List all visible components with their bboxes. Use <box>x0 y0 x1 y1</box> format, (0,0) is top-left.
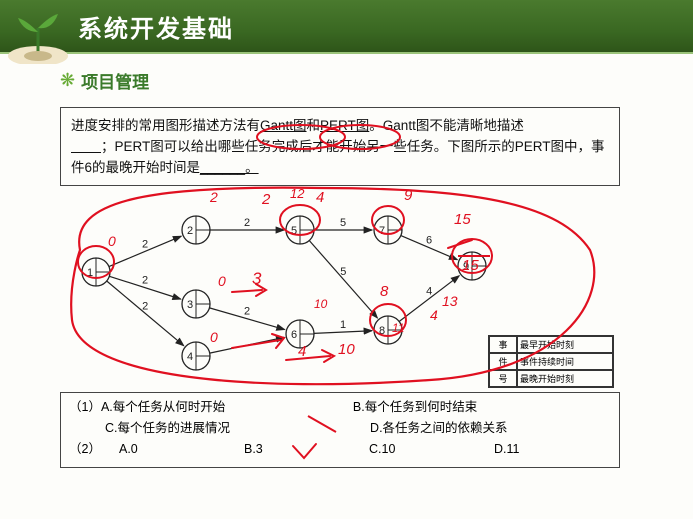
q-part-1: 进度安排的常用图形描述方法有 <box>71 118 260 133</box>
pert-diagram: 2 2 2 2 2 5 5 1 6 4 1 2 3 4 5 6 7 8 9 事 最早开始时刻 件 事件持续时间 号 … <box>60 192 620 392</box>
q-and: 和 <box>307 118 321 133</box>
svg-text:3: 3 <box>187 299 193 311</box>
q-blank1 <box>71 139 101 154</box>
svg-text:2: 2 <box>142 300 148 312</box>
svg-text:6: 6 <box>291 329 297 341</box>
options-q1-row1: （1）A.每个任务从何时开始 B.每个任务到何时结束 <box>69 397 611 418</box>
subtitle-row: ❋ 项目管理 <box>60 68 655 93</box>
opt2-d: D.11 <box>494 439 611 460</box>
svg-text:2: 2 <box>244 217 250 229</box>
slide-root: 系统开发基础 ❋ 项目管理 进度安排的常用图形描述方法有Gantt图和PERT图… <box>0 0 693 519</box>
svg-text:1: 1 <box>87 267 93 279</box>
svg-text:6: 6 <box>426 234 432 246</box>
svg-text:4: 4 <box>426 285 432 297</box>
legend-r1b: 最早开始时刻 <box>517 336 613 353</box>
q-gantt: Gantt图 <box>260 118 307 133</box>
legend-r1a: 事 <box>489 336 517 353</box>
q1-label: （1） <box>69 400 101 414</box>
svg-text:4: 4 <box>187 351 193 363</box>
opt-a: A.每个任务从何时开始 <box>101 400 225 414</box>
svg-text:9: 9 <box>463 261 469 273</box>
legend-r3a: 号 <box>489 370 517 387</box>
bullet-decoration: ❋ <box>60 70 75 91</box>
slide-title: 系统开发基础 <box>78 9 234 44</box>
opt-d: D.各任务之间的依赖关系 <box>370 418 611 439</box>
opt-b: B.每个任务到何时结束 <box>353 397 611 418</box>
legend-r3b: 最晚开始时刻 <box>517 370 613 387</box>
opt2-c: C.10 <box>369 439 486 460</box>
legend-box: 事 最早开始时刻 件 事件持续时间 号 最晚开始时刻 <box>488 335 614 388</box>
q-pert: PERT图 <box>320 118 369 133</box>
svg-text:5: 5 <box>340 266 346 278</box>
q2-label: （2） <box>69 439 111 460</box>
svg-text:2: 2 <box>244 305 250 317</box>
options-box: （1）A.每个任务从何时开始 B.每个任务到何时结束 C.每个任务的进展情况 D… <box>60 392 620 468</box>
options-q1-row2: C.每个任务的进展情况 D.各任务之间的依赖关系 <box>69 418 611 439</box>
svg-text:2: 2 <box>142 238 148 250</box>
svg-text:7: 7 <box>379 225 385 237</box>
section-subtitle: 项目管理 <box>81 68 149 93</box>
svg-text:2: 2 <box>187 225 193 237</box>
question-box: 进度安排的常用图形描述方法有Gantt图和PERT图。Gantt图不能清晰地描述… <box>60 107 620 186</box>
svg-text:5: 5 <box>291 225 297 237</box>
options-q2-row: （2） A.0 B.3 C.10 D.11 <box>69 439 611 460</box>
slide-header: 系统开发基础 <box>0 0 693 54</box>
question-text: 进度安排的常用图形描述方法有Gantt图和PERT图。Gantt图不能清晰地描述… <box>71 116 609 179</box>
opt2-a: A.0 <box>119 439 236 460</box>
opt2-b: B.3 <box>244 439 361 460</box>
q-blank2: ______。 <box>200 160 259 175</box>
svg-text:8: 8 <box>379 325 385 337</box>
svg-text:5: 5 <box>340 217 346 229</box>
q-part-1b: 。Gantt图不能清晰地描述 <box>369 118 524 133</box>
opt-c: C.每个任务的进展情况 <box>69 418 370 439</box>
svg-text:2: 2 <box>142 274 148 286</box>
legend-r2b: 事件持续时间 <box>517 353 613 370</box>
svg-text:1: 1 <box>340 319 346 331</box>
q-part-2: ；PERT图可以给出哪些任务完成后才能开始另一些任务。下图所示的PERT图中，事… <box>71 139 605 175</box>
slide-content: ❋ 项目管理 进度安排的常用图形描述方法有Gantt图和PERT图。Gantt图… <box>0 54 693 468</box>
legend-r2a: 件 <box>489 353 517 370</box>
